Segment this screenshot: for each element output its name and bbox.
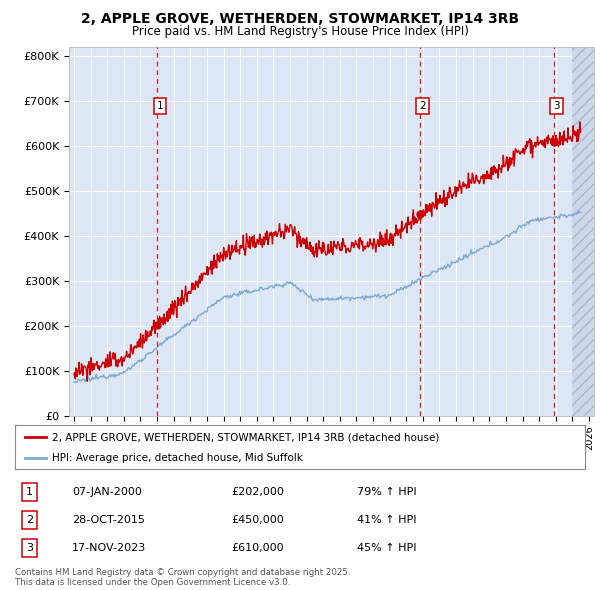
Text: 28-OCT-2015: 28-OCT-2015 <box>72 515 145 525</box>
Text: 45% ↑ HPI: 45% ↑ HPI <box>357 543 416 553</box>
Text: HPI: Average price, detached house, Mid Suffolk: HPI: Average price, detached house, Mid … <box>52 453 303 463</box>
Text: 2, APPLE GROVE, WETHERDEN, STOWMARKET, IP14 3RB: 2, APPLE GROVE, WETHERDEN, STOWMARKET, I… <box>81 12 519 26</box>
Text: 2, APPLE GROVE, WETHERDEN, STOWMARKET, IP14 3RB (detached house): 2, APPLE GROVE, WETHERDEN, STOWMARKET, I… <box>52 432 439 442</box>
Text: 17-NOV-2023: 17-NOV-2023 <box>72 543 146 553</box>
Text: 3: 3 <box>26 543 33 553</box>
Text: £610,000: £610,000 <box>232 543 284 553</box>
Text: 79% ↑ HPI: 79% ↑ HPI <box>357 487 416 497</box>
Text: £202,000: £202,000 <box>232 487 284 497</box>
Text: 2: 2 <box>26 515 33 525</box>
Text: £450,000: £450,000 <box>232 515 284 525</box>
Text: 41% ↑ HPI: 41% ↑ HPI <box>357 515 416 525</box>
Text: 1: 1 <box>26 487 33 497</box>
Text: 2: 2 <box>419 101 426 111</box>
Text: Contains HM Land Registry data © Crown copyright and database right 2025.
This d: Contains HM Land Registry data © Crown c… <box>15 568 350 587</box>
Text: 1: 1 <box>157 101 163 111</box>
Text: 07-JAN-2000: 07-JAN-2000 <box>72 487 142 497</box>
Text: 3: 3 <box>553 101 560 111</box>
Text: Price paid vs. HM Land Registry's House Price Index (HPI): Price paid vs. HM Land Registry's House … <box>131 25 469 38</box>
